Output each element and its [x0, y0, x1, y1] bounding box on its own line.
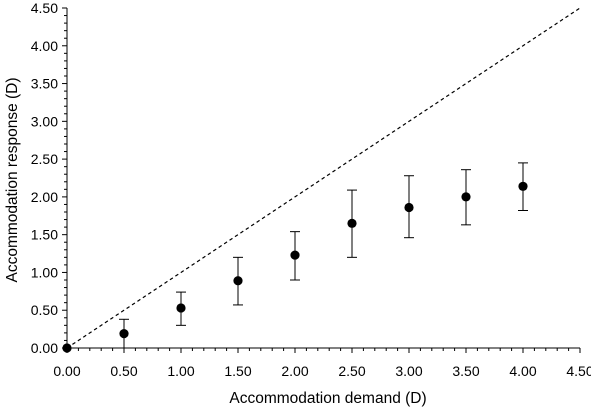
y-tick-label: 4.50 — [31, 0, 58, 16]
data-point — [176, 303, 186, 313]
error-bars — [119, 162, 528, 348]
x-tick-label: 1.00 — [167, 363, 194, 379]
data-points — [62, 181, 528, 353]
x-tick-label: 2.50 — [338, 363, 365, 379]
x-tick-label: 0.00 — [53, 363, 80, 379]
data-point — [119, 329, 129, 339]
data-point — [518, 181, 528, 191]
x-tick-label: 3.50 — [452, 363, 479, 379]
data-point — [347, 218, 357, 228]
data-point — [404, 202, 414, 213]
x-tick-label: 0.50 — [110, 363, 137, 379]
reference-line-group — [66, 7, 581, 349]
axes — [62, 7, 581, 353]
y-tick-label: 0.50 — [31, 302, 58, 318]
y-tick-label: 2.00 — [31, 189, 58, 205]
y-axis-title: Accommodation response (D) — [4, 77, 21, 282]
data-point — [290, 250, 300, 260]
x-axis-title: Accommodation demand (D) — [229, 390, 426, 407]
y-tick-label: 3.50 — [31, 76, 58, 92]
x-tick-label: 3.00 — [395, 363, 422, 379]
y-tick-label: 4.00 — [31, 38, 58, 54]
reference-line — [66, 7, 581, 349]
y-tick-label: 2.50 — [31, 151, 58, 167]
x-tick-label: 4.00 — [509, 363, 536, 379]
y-tick-label: 1.00 — [31, 264, 58, 280]
x-tick-label: 2.00 — [281, 363, 308, 379]
y-tick-label: 1.50 — [31, 227, 58, 243]
y-tick-label: 0.00 — [31, 340, 58, 356]
x-tick-label: 1.50 — [224, 363, 251, 379]
x-tick-label: 4.50 — [566, 363, 591, 379]
tick-labels: 0.00 0.50 1.00 1.50 2.00 2.50 3.00 3.50 4.00 4.50… — [31, 0, 591, 379]
data-point — [62, 343, 72, 353]
data-point — [461, 192, 471, 202]
data-point — [233, 276, 243, 286]
y-tick-label: 3.00 — [31, 113, 58, 129]
